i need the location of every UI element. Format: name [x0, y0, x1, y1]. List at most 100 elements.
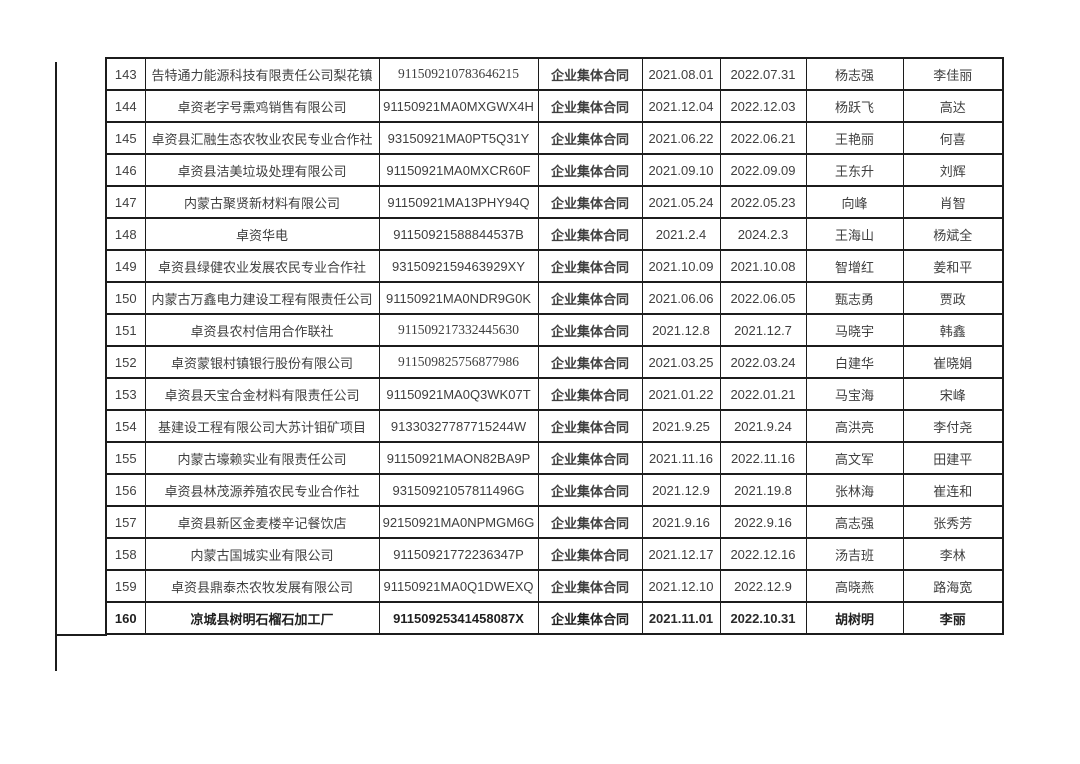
table-row: 154 基建设工程有限公司大苏计钼矿项目 91330327787715244W …: [105, 409, 1004, 443]
company-name-cell: 内蒙古聚贤新材料有限公司: [144, 185, 380, 219]
company-name-cell: 卓资县新区金麦楼辛记餐饮店: [144, 505, 380, 539]
company-name-cell: 内蒙古国城实业有限公司: [144, 537, 380, 571]
representative1-cell: 智增红: [805, 249, 904, 283]
end-date-cell: 2024.2.3: [719, 217, 807, 251]
contract-type-cell: 企业集体合同: [537, 377, 643, 411]
start-date-cell: 2021.12.17: [641, 537, 721, 571]
credit-code-cell: 91150921MAON82BA9P: [378, 441, 539, 475]
start-date-cell: 2021.11.01: [641, 601, 721, 635]
company-name-cell: 告特通力能源科技有限责任公司梨花镇: [144, 57, 380, 91]
left-margin-rule-horizontal: [55, 634, 107, 636]
contract-registry-table: 143 告特通力能源科技有限责任公司梨花镇 911509210783646215…: [105, 57, 1004, 635]
contract-type-cell: 企业集体合同: [537, 601, 643, 635]
end-date-cell: 2021.10.08: [719, 249, 807, 283]
representative1-cell: 王海山: [805, 217, 904, 251]
representative2-cell: 路海宽: [902, 569, 1004, 603]
row-number-cell: 143: [105, 57, 146, 91]
contract-type-cell: 企业集体合同: [537, 537, 643, 571]
credit-code-cell: 91150921MA0Q3WK07T: [378, 377, 539, 411]
representative1-cell: 向峰: [805, 185, 904, 219]
end-date-cell: 2022.06.05: [719, 281, 807, 315]
start-date-cell: 2021.08.01: [641, 57, 721, 91]
start-date-cell: 2021.11.16: [641, 441, 721, 475]
credit-code-cell: 911509217332445630: [378, 313, 539, 347]
table-row: 158 内蒙古国城实业有限公司 91150921772236347P 企业集体合…: [105, 537, 1004, 571]
credit-code-cell: 91150921588844537B: [378, 217, 539, 251]
contract-type-cell: 企业集体合同: [537, 505, 643, 539]
representative1-cell: 王东升: [805, 153, 904, 187]
end-date-cell: 2021.9.24: [719, 409, 807, 443]
end-date-cell: 2022.9.16: [719, 505, 807, 539]
start-date-cell: 2021.12.10: [641, 569, 721, 603]
table-row: 155 内蒙古壕赖实业有限责任公司 91150921MAON82BA9P 企业集…: [105, 441, 1004, 475]
representative1-cell: 张林海: [805, 473, 904, 507]
representative1-cell: 胡树明: [805, 601, 904, 635]
start-date-cell: 2021.06.22: [641, 121, 721, 155]
start-date-cell: 2021.03.25: [641, 345, 721, 379]
company-name-cell: 卓资蒙银村镇银行股份有限公司: [144, 345, 380, 379]
end-date-cell: 2022.06.21: [719, 121, 807, 155]
credit-code-cell: 91150921MA0NDR9G0K: [378, 281, 539, 315]
table-row: 145 卓资县汇融生态农牧业农民专业合作社 93150921MA0PT5Q31Y…: [105, 121, 1004, 155]
representative1-cell: 汤吉班: [805, 537, 904, 571]
contract-type-cell: 企业集体合同: [537, 249, 643, 283]
representative2-cell: 李丽: [902, 601, 1004, 635]
contract-type-cell: 企业集体合同: [537, 473, 643, 507]
end-date-cell: 2022.05.23: [719, 185, 807, 219]
table-row: 152 卓资蒙银村镇银行股份有限公司 911509825756877986 企业…: [105, 345, 1004, 379]
row-number-cell: 145: [105, 121, 146, 155]
credit-code-cell: 91150925341458087X: [378, 601, 539, 635]
end-date-cell: 2021.12.7: [719, 313, 807, 347]
start-date-cell: 2021.05.24: [641, 185, 721, 219]
company-name-cell: 卓资县林茂源养殖农民专业合作社: [144, 473, 380, 507]
row-number-cell: 159: [105, 569, 146, 603]
credit-code-cell: 911509210783646215: [378, 57, 539, 91]
table-row: 144 卓资老字号熏鸡销售有限公司 91150921MA0MXGWX4H 企业集…: [105, 89, 1004, 123]
end-date-cell: 2022.12.9: [719, 569, 807, 603]
contract-type-cell: 企业集体合同: [537, 345, 643, 379]
representative2-cell: 高达: [902, 89, 1004, 123]
credit-code-cell: 91330327787715244W: [378, 409, 539, 443]
row-number-cell: 152: [105, 345, 146, 379]
company-name-cell: 卓资县农村信用合作联社: [144, 313, 380, 347]
company-name-cell: 卓资县天宝合金材料有限责任公司: [144, 377, 380, 411]
contract-type-cell: 企业集体合同: [537, 185, 643, 219]
representative2-cell: 张秀芳: [902, 505, 1004, 539]
representative1-cell: 王艳丽: [805, 121, 904, 155]
end-date-cell: 2022.01.21: [719, 377, 807, 411]
contract-type-cell: 企业集体合同: [537, 89, 643, 123]
row-number-cell: 148: [105, 217, 146, 251]
table-row: 151 卓资县农村信用合作联社 911509217332445630 企业集体合…: [105, 313, 1004, 347]
start-date-cell: 2021.09.10: [641, 153, 721, 187]
end-date-cell: 2021.19.8: [719, 473, 807, 507]
representative2-cell: 田建平: [902, 441, 1004, 475]
table-row: 160 凉城县树明石榴石加工厂 91150925341458087X 企业集体合…: [105, 601, 1004, 635]
contract-type-cell: 企业集体合同: [537, 153, 643, 187]
row-number-cell: 157: [105, 505, 146, 539]
representative2-cell: 姜和平: [902, 249, 1004, 283]
credit-code-cell: 911509825756877986: [378, 345, 539, 379]
representative2-cell: 何喜: [902, 121, 1004, 155]
representative1-cell: 白建华: [805, 345, 904, 379]
company-name-cell: 卓资老字号熏鸡销售有限公司: [144, 89, 380, 123]
representative1-cell: 马宝海: [805, 377, 904, 411]
contract-type-cell: 企业集体合同: [537, 281, 643, 315]
table-row: 157 卓资县新区金麦楼辛记餐饮店 92150921MA0NPMGM6G 企业集…: [105, 505, 1004, 539]
credit-code-cell: 93150921MA0PT5Q31Y: [378, 121, 539, 155]
start-date-cell: 2021.12.04: [641, 89, 721, 123]
representative1-cell: 杨志强: [805, 57, 904, 91]
row-number-cell: 158: [105, 537, 146, 571]
start-date-cell: 2021.9.25: [641, 409, 721, 443]
contract-type-cell: 企业集体合同: [537, 121, 643, 155]
table-row: 148 卓资华电 91150921588844537B 企业集体合同 2021.…: [105, 217, 1004, 251]
representative2-cell: 刘辉: [902, 153, 1004, 187]
row-number-cell: 151: [105, 313, 146, 347]
company-name-cell: 基建设工程有限公司大苏计钼矿项目: [144, 409, 380, 443]
row-number-cell: 160: [105, 601, 146, 635]
representative1-cell: 甄志勇: [805, 281, 904, 315]
table-row: 153 卓资县天宝合金材料有限责任公司 91150921MA0Q3WK07T 企…: [105, 377, 1004, 411]
table-row: 149 卓资县绿健农业发展农民专业合作社 9315092159463929XY …: [105, 249, 1004, 283]
representative2-cell: 杨斌全: [902, 217, 1004, 251]
table-row: 159 卓资县鼎泰杰农牧发展有限公司 91150921MA0Q1DWEXQ 企业…: [105, 569, 1004, 603]
end-date-cell: 2022.07.31: [719, 57, 807, 91]
